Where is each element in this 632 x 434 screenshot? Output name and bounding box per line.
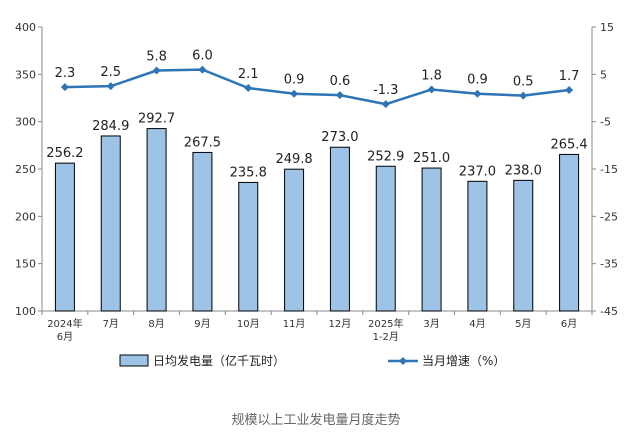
left-tick-label: 200 bbox=[15, 210, 36, 223]
bar bbox=[146, 128, 167, 312]
right-tick-label: 5 bbox=[600, 68, 607, 81]
growth-point bbox=[519, 91, 528, 100]
growth-value-label: 0.6 bbox=[330, 74, 351, 89]
x-tick-label: 11月 bbox=[283, 318, 306, 330]
bar-value-label: 252.9 bbox=[367, 149, 404, 164]
x-tick-label: 9月 bbox=[194, 318, 210, 330]
x-axis: 2024年 6月 7月 8月 9月 10月 11月 12月 2025年 1-2月 3月 4月 5月 6月 bbox=[41, 310, 593, 343]
bar-value-label: 265.4 bbox=[550, 137, 587, 152]
growth-point bbox=[290, 89, 299, 98]
bar-value-label: 251.0 bbox=[413, 151, 450, 166]
x-tick-label: 12月 bbox=[329, 318, 352, 330]
growth-point bbox=[106, 82, 115, 91]
growth-line-path bbox=[64, 68, 570, 106]
right-tick-label: -15 bbox=[600, 163, 618, 176]
left-axis: 100 150 200 250 300 350 400 bbox=[15, 21, 43, 318]
right-tick-label: -45 bbox=[600, 305, 618, 318]
growth-value-label: 5.8 bbox=[146, 50, 167, 65]
right-tick-label: -5 bbox=[600, 116, 611, 129]
legend-line-label: 当月增速（%） bbox=[422, 354, 505, 368]
x-tick-label: 5月 bbox=[515, 318, 531, 330]
chart-caption: 规模以上工业发电量月度走势 bbox=[231, 413, 401, 428]
left-tick-label: 250 bbox=[15, 163, 36, 176]
left-tick-label: 350 bbox=[15, 68, 36, 81]
right-tick-label: 15 bbox=[600, 21, 614, 34]
left-tick-label: 100 bbox=[15, 305, 36, 318]
growth-value-label: 0.9 bbox=[467, 73, 488, 88]
growth-point bbox=[427, 85, 436, 94]
legend: 日均发电量（亿千瓦时） 当月增速（%） bbox=[119, 353, 505, 368]
bar bbox=[559, 153, 580, 312]
bar-value-label: 235.8 bbox=[230, 165, 267, 180]
growth-point bbox=[381, 100, 390, 109]
bar-value-label: 267.5 bbox=[184, 135, 221, 150]
growth-value-label: 6.0 bbox=[192, 49, 213, 64]
bars bbox=[54, 128, 580, 312]
right-axis: -45 -35 -25 -15 -5 5 15 bbox=[591, 21, 618, 318]
bar bbox=[238, 181, 259, 312]
growth-value-label: 1.8 bbox=[421, 68, 442, 83]
bar bbox=[421, 167, 442, 312]
x-tick-label: 3月 bbox=[423, 318, 439, 330]
growth-point bbox=[60, 83, 69, 92]
bar-value-label: 292.7 bbox=[138, 112, 175, 127]
bar bbox=[329, 146, 350, 312]
growth-point bbox=[473, 89, 482, 98]
bar-value-label: 256.2 bbox=[46, 146, 83, 161]
line-labels: 2.3 2.5 5.8 6.0 2.1 0.9 0.6 -1.3 1.8 0.9 0.5 1.7 bbox=[55, 49, 580, 99]
bar-value-label: 238.0 bbox=[505, 163, 542, 178]
left-tick-label: 150 bbox=[15, 258, 36, 271]
bar bbox=[192, 151, 213, 312]
growth-value-label: 1.7 bbox=[559, 69, 580, 84]
x-tick-label: 2025年 1-2月 bbox=[368, 317, 403, 343]
x-tick-label: 8月 bbox=[148, 318, 164, 330]
right-tick-label: -25 bbox=[600, 210, 618, 223]
growth-value-label: 0.5 bbox=[513, 75, 534, 90]
x-tick-label: 6月 bbox=[561, 318, 577, 330]
bar bbox=[100, 135, 121, 312]
legend-bar-label: 日均发电量（亿千瓦时） bbox=[153, 353, 285, 368]
bar-labels: 256.2 284.9 292.7 267.5 235.8 249.8 273.0 252.9… bbox=[46, 112, 587, 181]
bar bbox=[513, 179, 534, 312]
bar bbox=[54, 162, 75, 312]
bar-value-label: 249.8 bbox=[275, 152, 312, 167]
left-tick-label: 300 bbox=[15, 116, 36, 129]
right-tick-label: -35 bbox=[600, 258, 618, 271]
growth-point bbox=[198, 65, 207, 74]
bar-value-label: 273.0 bbox=[321, 130, 358, 145]
growth-line bbox=[60, 65, 574, 109]
bar bbox=[467, 180, 488, 312]
growth-point bbox=[152, 66, 161, 75]
legend-bar-swatch bbox=[119, 354, 149, 367]
bar bbox=[375, 165, 396, 312]
growth-value-label: -1.3 bbox=[373, 83, 398, 98]
left-tick-label: 400 bbox=[15, 21, 36, 34]
growth-point bbox=[244, 84, 253, 93]
x-tick-label: 10月 bbox=[237, 318, 260, 330]
x-tick-label: 2024年 6月 bbox=[47, 317, 82, 343]
x-tick-label: 4月 bbox=[469, 318, 485, 330]
growth-value-label: 2.3 bbox=[55, 66, 76, 81]
bar-value-label: 284.9 bbox=[92, 119, 129, 134]
growth-value-label: 0.9 bbox=[284, 73, 305, 88]
growth-value-label: 2.5 bbox=[100, 65, 121, 80]
growth-value-label: 2.1 bbox=[238, 67, 259, 82]
bar-value-label: 237.0 bbox=[459, 164, 496, 179]
growth-point bbox=[565, 85, 574, 94]
bar bbox=[284, 168, 305, 312]
legend-line-marker bbox=[399, 357, 407, 365]
x-tick-label: 7月 bbox=[103, 318, 119, 330]
growth-point bbox=[335, 91, 344, 100]
